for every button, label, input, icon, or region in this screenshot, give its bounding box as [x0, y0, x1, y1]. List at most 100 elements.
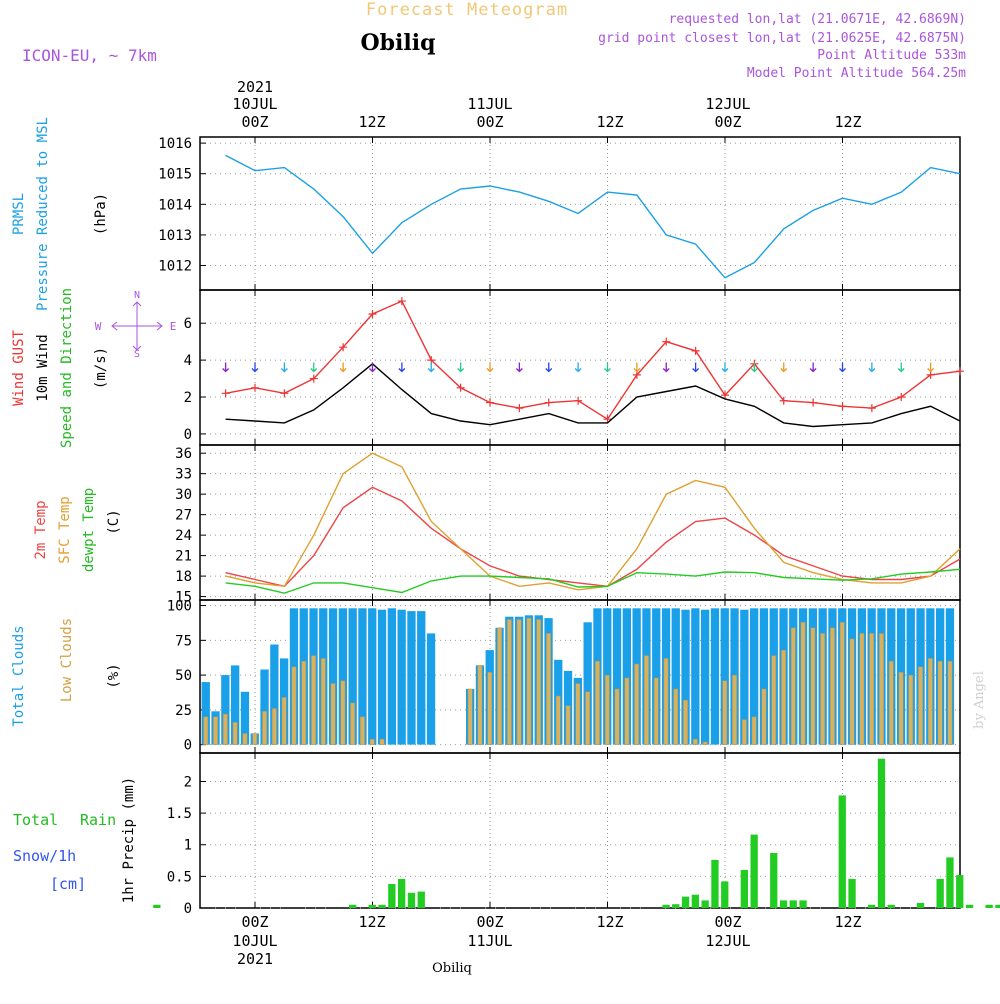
- low-cloud-bar-49: [614, 688, 620, 745]
- low-cloud-bar-52: [644, 655, 649, 745]
- pressure-unit: (hPa): [93, 193, 109, 235]
- low-cloud-bar-14: [271, 708, 277, 745]
- low-cloud-bar-63: [751, 716, 757, 745]
- low-cloud-bar-20: [330, 683, 336, 745]
- low-cloud-bar-39: [516, 619, 522, 745]
- compass-s: S: [134, 349, 140, 360]
- temperature-labels: 2m Temp SFC Temp dewpt Temp (C): [33, 488, 122, 572]
- gust-marker-19: [779, 396, 788, 405]
- low-cloud-bar-48: [604, 674, 610, 745]
- watermark: by Angel: [972, 671, 987, 729]
- top-day-label-0: 10JUL: [232, 95, 277, 113]
- wind-direction-arrow-18: [750, 362, 758, 373]
- low-cloud-bar-73: [849, 638, 855, 745]
- total-cloud-bar-63: [750, 608, 759, 745]
- low-cloud-bar-23: [360, 716, 365, 745]
- wind-direction-arrow-8: [457, 362, 465, 373]
- low-cloud-bar-68: [800, 622, 806, 745]
- compass-n: N: [134, 290, 140, 301]
- gust-marker-22: [867, 404, 876, 413]
- panel-4-ytick-label-0: 0: [184, 901, 192, 917]
- top-hour-label-5: 12Z: [834, 113, 861, 131]
- total-cloud-bar-20: [328, 608, 338, 745]
- total-cloud-bar-28: [407, 611, 416, 745]
- panel-1-ytick-label-2: 4: [184, 353, 192, 369]
- gust-marker-5: [368, 309, 377, 318]
- total-cloud-bar-60: [720, 608, 729, 745]
- panel-4-frame: [199, 752, 961, 909]
- pressure-label-line-1: Pressure Reduced to MSL: [35, 117, 51, 311]
- wind-direction-arrow-14: [633, 362, 641, 373]
- total-cloud-bar-22: [348, 608, 357, 745]
- clouds-unit: (%): [106, 663, 122, 688]
- low-cloud-bar-70: [820, 633, 826, 745]
- rain-bar-11: [691, 894, 699, 908]
- panel-2-ytick-label-1: 18: [175, 569, 192, 585]
- rain-bar-5: [398, 878, 406, 908]
- temp-label-line-1: SFC Temp: [57, 496, 73, 563]
- panel-1-ytick-label-0: 0: [184, 427, 192, 443]
- low-cloud-bar-45: [575, 683, 581, 745]
- low-cloud-bar-75: [869, 633, 875, 745]
- wind-direction-arrow-17: [721, 362, 729, 373]
- rain-bar-13: [711, 859, 719, 908]
- low-cloud-bar-35: [477, 665, 483, 745]
- panel-2-series-0-line: [225, 486, 961, 588]
- gust-marker-25: [956, 367, 964, 376]
- panel-3-ytick-label-3: 75: [175, 633, 192, 649]
- rain-bar-25: [887, 904, 895, 908]
- total-cloud-bar-46: [583, 622, 592, 745]
- total-cloud-bar-49: [612, 608, 622, 745]
- rain-bar-26: [916, 902, 925, 908]
- wind-labels: Wind GUST 10m Wind Speed and Direction (…: [11, 288, 176, 448]
- legend-rain: Rain: [80, 811, 116, 829]
- low-cloud-bar-55: [673, 688, 679, 745]
- total-cloud-bar-13: [260, 669, 269, 745]
- top-hour-label-1: 12Z: [358, 113, 385, 131]
- pressure-label-line-0: PRMSL: [11, 193, 27, 235]
- gust-marker-9: [486, 398, 494, 407]
- low-cloud-bar-34: [467, 688, 473, 745]
- wind-label-line-1: 10m Wind: [35, 334, 51, 401]
- low-cloud-bar-82: [937, 660, 943, 745]
- panel-1-series-0-line: [225, 300, 961, 421]
- low-cloud-bar-24: [369, 738, 375, 745]
- rain-bar-23: [868, 904, 876, 908]
- panel-0-ytick-label-4: 1016: [158, 136, 192, 152]
- rain-bar-14: [721, 881, 729, 908]
- total-cloud-bar-14: [270, 644, 279, 745]
- bottom-day-label-1: 11JUL: [467, 932, 512, 950]
- grid-point-coords: grid point closest lon,lat (21.0625E, 42…: [598, 31, 966, 46]
- rain-bar-15: [740, 870, 748, 908]
- wind-direction-arrow-10: [515, 362, 523, 373]
- top-day-label-2: 12JUL: [705, 95, 750, 113]
- total-cloud-bar-62: [740, 609, 749, 745]
- low-cloud-bar-38: [506, 619, 512, 745]
- wind-direction-arrow-11: [545, 362, 553, 373]
- low-cloud-bar-8: [213, 716, 218, 745]
- low-cloud-bar-36: [487, 672, 493, 745]
- rain-bar-27: [936, 878, 944, 908]
- wind-direction-arrow-3: [310, 362, 318, 373]
- low-cloud-bar-56: [683, 699, 688, 745]
- panel-1-series-1-line: [225, 362, 961, 428]
- total-cloud-bar-11: [240, 691, 250, 745]
- panel-2-ytick-label-4: 27: [175, 508, 192, 524]
- wind-direction-arrow-12: [574, 362, 582, 373]
- temp-label-line-2: dewpt Temp: [81, 488, 97, 572]
- total-cloud-bar-56: [681, 609, 690, 745]
- panel-4-ytick-label-4: 2: [184, 774, 192, 790]
- low-cloud-bar-58: [702, 741, 708, 745]
- low-cloud-bar-25: [379, 738, 385, 745]
- rain-bar-12: [701, 900, 709, 908]
- low-cloud-bar-61: [732, 674, 737, 745]
- rain-bar-4: [388, 884, 396, 908]
- requested-coords: requested lon,lat (21.0671E, 42.6869N): [669, 12, 966, 27]
- panel-2-ytick-label-5: 30: [175, 487, 192, 503]
- top-hour-label-0: 00Z: [241, 113, 268, 131]
- bottom-hour-label-5: 12Z: [834, 913, 861, 931]
- rain-bar-10: [681, 896, 690, 908]
- low-cloud-bar-72: [839, 622, 845, 745]
- pressure-labels: PRMSL Pressure Reduced to MSL (hPa): [11, 117, 109, 311]
